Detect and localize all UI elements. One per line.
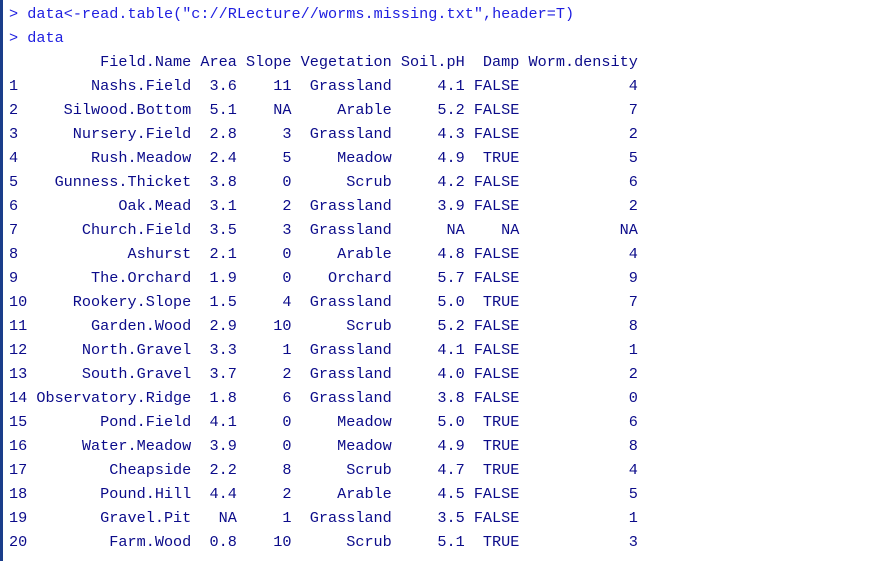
output-table-row: 13 South.Gravel 3.7 2 Grassland 4.0 FALS…	[9, 365, 638, 383]
output-table-row: 18 Pound.Hill 4.4 2 Arable 4.5 FALSE 5	[9, 485, 638, 503]
output-table-row: 19 Gravel.Pit NA 1 Grassland 3.5 FALSE 1	[9, 509, 638, 527]
output-table-row: 12 North.Gravel 3.3 1 Grassland 4.1 FALS…	[9, 341, 638, 359]
prompt-symbol: >	[9, 5, 19, 23]
output-table-row: 15 Pond.Field 4.1 0 Meadow 5.0 TRUE 6	[9, 413, 638, 431]
output-table-row: 6 Oak.Mead 3.1 2 Grassland 3.9 FALSE 2	[9, 197, 638, 215]
output-table-row: 5 Gunness.Thicket 3.8 0 Scrub 4.2 FALSE …	[9, 173, 638, 191]
output-table-row: 11 Garden.Wood 2.9 10 Scrub 5.2 FALSE 8	[9, 317, 638, 335]
command-text: data<-read.table("c://RLecture//worms.mi…	[27, 5, 575, 23]
command-line-read-table: > data<-read.table("c://RLecture//worms.…	[9, 2, 574, 26]
output-table-row: 3 Nursery.Field 2.8 3 Grassland 4.3 FALS…	[9, 125, 638, 143]
output-table-row: 10 Rookery.Slope 1.5 4 Grassland 5.0 TRU…	[9, 293, 638, 311]
output-table-row: 2 Silwood.Bottom 5.1 NA Arable 5.2 FALSE…	[9, 101, 638, 119]
output-table-header: Field.Name Area Slope Vegetation Soil.pH…	[9, 53, 638, 71]
output-table-row: 8 Ashurst 2.1 0 Arable 4.8 FALSE 4	[9, 245, 638, 263]
output-table-row: 14 Observatory.Ridge 1.8 6 Grassland 3.8…	[9, 389, 638, 407]
prompt-symbol: >	[9, 29, 19, 47]
output-table-row: 4 Rush.Meadow 2.4 5 Meadow 4.9 TRUE 5	[9, 149, 638, 167]
command-line-data: > data	[9, 26, 64, 50]
output-table-row: 20 Farm.Wood 0.8 10 Scrub 5.1 TRUE 3	[9, 533, 638, 551]
output-table-row: 16 Water.Meadow 3.9 0 Meadow 4.9 TRUE 8	[9, 437, 638, 455]
output-table-row: 9 The.Orchard 1.9 0 Orchard 5.7 FALSE 9	[9, 269, 638, 287]
command-text: data	[27, 29, 64, 47]
output-table-row: 17 Cheapside 2.2 8 Scrub 4.7 TRUE 4	[9, 461, 638, 479]
output-table-row: 7 Church.Field 3.5 3 Grassland NA NA NA	[9, 221, 638, 239]
output-table-row: 1 Nashs.Field 3.6 11 Grassland 4.1 FALSE…	[9, 77, 638, 95]
